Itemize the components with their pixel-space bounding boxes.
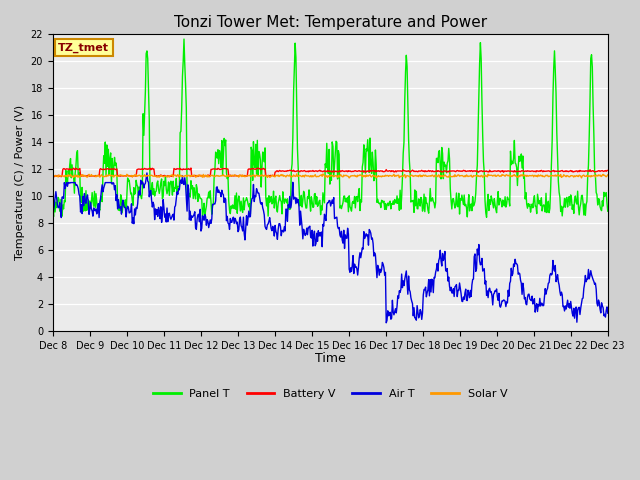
Air T — [116, 205, 124, 211]
Battery V — [116, 173, 124, 179]
Solar V — [49, 172, 56, 178]
Battery V — [399, 167, 407, 173]
Battery V — [415, 168, 423, 174]
Battery V — [59, 167, 67, 172]
Panel T — [415, 196, 422, 202]
Air T — [143, 170, 151, 176]
Air T — [49, 210, 56, 216]
Solar V — [346, 175, 353, 181]
Air T — [399, 278, 407, 284]
Line: Battery V: Battery V — [52, 168, 608, 177]
Text: TZ_tmet: TZ_tmet — [58, 42, 109, 53]
Panel T — [483, 215, 490, 220]
Line: Air T: Air T — [52, 173, 608, 323]
Panel T — [399, 175, 406, 180]
Panel T — [202, 204, 210, 209]
Legend: Panel T, Battery V, Air T, Solar V: Panel T, Battery V, Air T, Solar V — [148, 384, 512, 403]
Panel T — [172, 176, 180, 181]
Panel T — [59, 202, 67, 208]
Air T — [415, 313, 423, 319]
Battery V — [129, 174, 136, 180]
Solar V — [116, 172, 124, 178]
Panel T — [49, 205, 56, 211]
Solar V — [293, 171, 301, 177]
Y-axis label: Temperature (C) / Power (V): Temperature (C) / Power (V) — [15, 105, 25, 260]
Battery V — [187, 165, 195, 171]
Solar V — [172, 174, 180, 180]
Solar V — [59, 173, 67, 179]
Air T — [202, 222, 210, 228]
Air T — [382, 320, 390, 325]
Air T — [604, 310, 612, 316]
Solar V — [399, 173, 407, 179]
Solar V — [202, 172, 209, 178]
Line: Panel T: Panel T — [52, 39, 608, 217]
Battery V — [49, 174, 56, 180]
Line: Solar V: Solar V — [52, 174, 608, 178]
Air T — [173, 189, 181, 195]
Panel T — [180, 36, 188, 42]
Air T — [59, 194, 67, 200]
Panel T — [604, 208, 612, 214]
Title: Tonzi Tower Met: Temperature and Power: Tonzi Tower Met: Temperature and Power — [173, 15, 487, 30]
Panel T — [116, 208, 124, 214]
X-axis label: Time: Time — [315, 352, 346, 365]
Solar V — [415, 172, 423, 178]
Solar V — [604, 172, 612, 178]
Battery V — [204, 173, 211, 179]
Battery V — [604, 168, 612, 173]
Battery V — [173, 166, 181, 171]
